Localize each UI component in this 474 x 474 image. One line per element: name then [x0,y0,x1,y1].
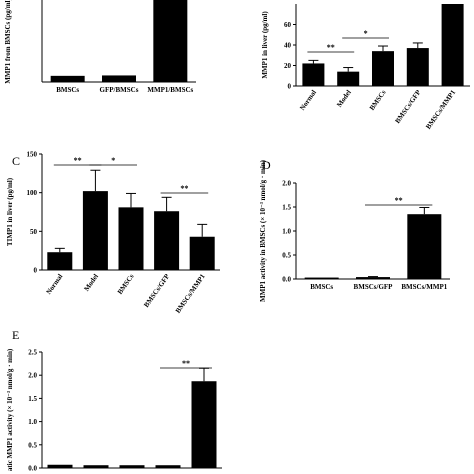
y-tick-label: 1.0 [28,418,37,426]
y-axis-label: atic MMP1 activity (× 10⁻³ nmol/g · min) [6,348,14,471]
category-label: BMSCs/GFP [354,283,394,291]
category-label: Normal [45,273,65,296]
y-tick-label: 2.0 [282,180,291,188]
chart-panel-3: C 0 50 100 150 TIMP1 in liver (pg/ml) Normal Mo… [6,151,220,315]
bar-3 [118,207,144,270]
y-tick-label: 1.5 [28,395,37,403]
y-tick-label: 2.0 [28,372,37,380]
significance-label: * [364,29,368,38]
chart-panel-1: MMP1 from BMSCs (pg/ml) BMSCs GFP/BMSCs MMP… [4,0,196,94]
y-tick-label: 0.5 [282,252,291,260]
bar-3 [372,51,394,86]
panel-letter: D [262,158,271,172]
bar-2 [102,75,136,82]
y-tick-label: 0.5 [28,441,37,449]
category-label: BMSCs/GFP [142,272,171,309]
category-label: Normal [298,89,318,112]
y-axis-label: MMP1 activity in BMSCs (× 10⁻³ nmol/g · … [259,159,267,302]
bar-4 [406,48,429,86]
bar-3 [407,214,442,279]
category-label: MMP1/BMSCs [147,86,193,94]
chart-panel-4: D 0.0 0.5 1.0 1.5 2.0 MMP1 activity in BMSCs (… [259,158,450,302]
y-tick-label: 40 [284,42,292,50]
y-axis-label: MMP1 in liver (pg/ml) [261,11,269,79]
category-label: GFP/BMSCs [100,86,139,94]
bar-5 [441,4,464,86]
bar-1 [47,464,73,468]
bar-4 [155,465,181,468]
category-label: BMSCs/MMP1 [424,88,457,131]
chart-panel-2: 0 20 40 60 MMP1 in liver (pg/ml) Normal Model B… [261,4,470,131]
y-axis-label: MMP1 from BMSCs (pg/ml) [4,0,12,84]
bar-3 [119,465,145,468]
bar-4 [154,211,180,270]
y-tick-label: 1.5 [282,204,291,212]
category-label: BMSCs/MMP1 [174,272,207,315]
significance-label: ** [327,43,335,52]
bar-5 [189,236,215,270]
category-label: BMSCs [310,283,333,291]
category-label: BMSCs [56,86,79,94]
significance-label: ** [180,184,188,193]
significance-label: * [111,156,115,165]
y-tick-label: 1.0 [282,228,291,236]
bar-1 [47,252,73,270]
category-label: BMSCs [368,88,388,112]
bar-5 [191,381,217,468]
significance-label: ** [74,156,82,165]
category-label: Model [83,273,101,293]
y-axis-label: TIMP1 in liver (pg/ml) [6,177,14,246]
y-tick-label: 50 [30,228,38,236]
significance-label: ** [182,359,190,368]
y-tick-label: 0 [34,267,38,275]
bar-1 [304,277,339,279]
chart-panel-5: E 0.0 0.5 1.0 1.5 2.0 2.5 atic MMP1 activity (×… [6,328,222,473]
panel-letter: C [12,154,20,168]
category-label: BMSCs/MMP1 [401,283,447,291]
y-tick-label: 20 [284,62,292,70]
category-label: BMSCs/GFP [394,88,423,125]
y-tick-label: 150 [27,151,38,159]
y-tick-label: 100 [27,189,38,197]
panel-letter: E [12,328,19,342]
bar-3 [153,0,188,82]
y-tick-label: 0.0 [282,276,291,284]
bar-2 [82,191,108,270]
y-tick-label: 0.0 [28,465,37,473]
bar-1 [302,63,325,86]
bar-2 [356,277,390,279]
bar-2 [337,71,360,86]
bar-1 [50,75,85,82]
y-tick-label: 60 [284,21,292,29]
y-tick-label: 2.5 [28,349,37,357]
category-label: Model [335,89,353,109]
category-label: BMSCs [116,272,136,296]
bar-2 [83,465,109,468]
significance-label: ** [395,196,403,205]
y-tick-label: 0 [288,83,292,91]
